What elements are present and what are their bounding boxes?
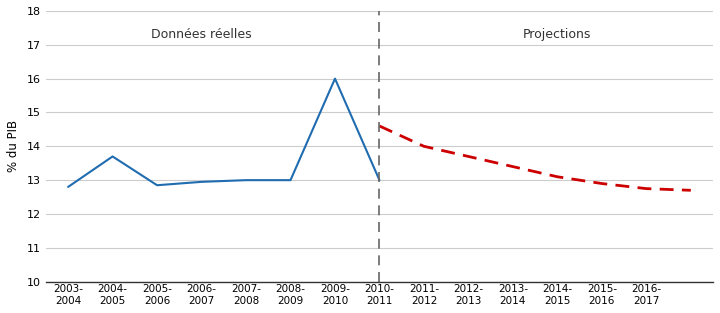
Text: Données réelles: Données réelles	[151, 28, 252, 41]
Y-axis label: % du PIB: % du PIB	[7, 120, 20, 172]
Text: Projections: Projections	[523, 28, 592, 41]
